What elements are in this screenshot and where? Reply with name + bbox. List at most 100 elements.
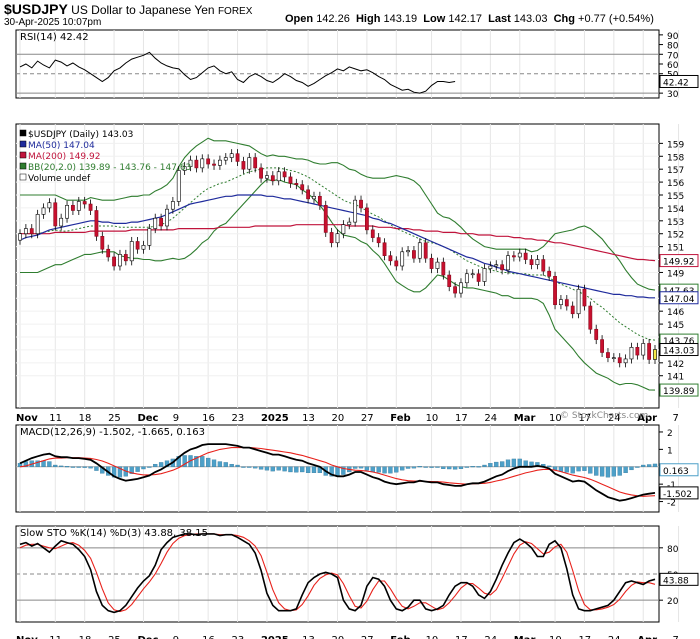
macd-histogram-bar xyxy=(364,466,370,471)
price-x-tick-label: 27 xyxy=(361,413,374,424)
candle-body xyxy=(370,229,375,238)
sto-x-tick-label: 24 xyxy=(608,635,621,639)
sto-x-tick-label: 10 xyxy=(549,635,562,639)
price-x-tick-label: 17 xyxy=(578,413,591,424)
candle-body xyxy=(88,203,93,211)
bb-lower-last-label: 139.89 xyxy=(663,387,695,397)
candle-body xyxy=(194,159,199,169)
macd-histogram-bar xyxy=(488,463,493,467)
last-value: 143.03 xyxy=(513,13,548,25)
macd-histogram-bar xyxy=(194,456,199,467)
candle-body xyxy=(35,214,40,235)
candle-body xyxy=(564,299,569,307)
candle-body xyxy=(506,255,510,271)
candle-body xyxy=(135,241,140,250)
sto-title: Slow STO %K(14) %D(3) 43.88, 38.15 xyxy=(20,528,208,539)
candle-body xyxy=(188,159,193,167)
sto-x-tick-label: 23 xyxy=(232,635,245,639)
rsi-axis-tick-label: 60 xyxy=(667,61,679,71)
sto-x-tick-label: 17 xyxy=(578,635,591,639)
sto-x-tick-label: 20 xyxy=(332,635,345,639)
candle-body xyxy=(170,201,175,210)
macd-histogram-bar xyxy=(617,466,622,476)
candle-body xyxy=(65,205,69,219)
candle-body xyxy=(623,358,628,364)
macd-histogram-bar xyxy=(94,466,99,471)
macd-last-label-box xyxy=(659,486,699,500)
ma200-last-label: 149.92 xyxy=(663,258,695,268)
macd-histogram-bar xyxy=(223,462,228,467)
bb-legend: BB(20,2.0) 139.89 - 143.76 - 147.63 xyxy=(28,163,191,173)
price-axis-tick-label: 158 xyxy=(667,153,684,163)
candle-body xyxy=(94,210,99,237)
macd-histogram-bar xyxy=(253,466,258,469)
candle-body xyxy=(141,245,146,250)
price-x-tick-label: Apr xyxy=(637,413,657,424)
price-x-tick-label: 23 xyxy=(232,413,245,424)
high-label: High xyxy=(355,13,381,25)
macd-histogram-bar xyxy=(288,466,293,473)
price-x-tick-label: Feb xyxy=(390,413,410,424)
candle-body xyxy=(629,347,634,360)
ma200-legend-swatch xyxy=(19,151,27,159)
candle-body xyxy=(112,256,116,267)
candle-body xyxy=(306,189,311,200)
ma50-legend-swatch xyxy=(19,140,27,148)
sto-x-tick-label: 13 xyxy=(302,635,315,639)
sto-d-line xyxy=(19,533,656,613)
macd-histogram-bar xyxy=(217,461,223,467)
candle-body xyxy=(376,237,381,244)
candle-body xyxy=(559,299,563,306)
candle-body xyxy=(347,221,352,225)
candle-body xyxy=(553,276,557,306)
rsi-last-label-box xyxy=(659,74,699,88)
price-axis-tick-label: 156 xyxy=(667,179,684,189)
price-axis-tick-label: 145 xyxy=(667,321,684,331)
bb-upper-line xyxy=(20,137,656,291)
sto-k-last-label-box xyxy=(659,572,699,586)
candle-body xyxy=(200,158,205,169)
rsi-axis-tick-label: 30 xyxy=(667,90,679,100)
candle-body xyxy=(218,159,222,166)
macd-histogram-bar xyxy=(117,466,123,478)
price-axis-tick-label: 152 xyxy=(667,231,684,241)
candle-body xyxy=(182,166,187,171)
candle-body xyxy=(153,217,158,229)
candle-body xyxy=(529,259,534,266)
macd-histogram-bar xyxy=(147,466,152,468)
macd-histogram-bar xyxy=(229,463,234,467)
macd-histogram-bar xyxy=(258,466,264,470)
candle-body xyxy=(600,339,604,353)
candle-body xyxy=(470,273,475,276)
price-x-tick-label: 20 xyxy=(332,413,345,424)
candle-body xyxy=(441,261,446,276)
candle-body xyxy=(588,305,593,330)
candle-body xyxy=(165,208,169,227)
bb-lower-last-label-box xyxy=(659,383,699,397)
macd-histogram-bar xyxy=(511,458,517,467)
macd-histogram-bar xyxy=(441,466,446,469)
candle-body xyxy=(29,228,34,235)
macd-histogram-bar xyxy=(282,466,287,472)
macd-histogram-bar xyxy=(499,461,505,467)
symbol-title: $USDJPY US Dollar to Japanese Yen FOREX xyxy=(4,1,252,17)
macd-histogram-bar xyxy=(376,466,381,473)
candle-body xyxy=(123,254,128,262)
rsi-last-label: 42.42 xyxy=(663,78,689,88)
macd-histogram-bar xyxy=(88,466,93,469)
candle-body xyxy=(276,171,281,182)
candle-body xyxy=(176,170,181,202)
sto-k-line xyxy=(19,533,656,614)
sto-x-tick-label: 27 xyxy=(361,635,374,639)
macd-histogram-bar xyxy=(329,466,334,477)
sto-x-tick-label: 17 xyxy=(455,635,468,639)
candle-body xyxy=(335,233,340,244)
candle-body xyxy=(611,357,616,359)
candle-body xyxy=(400,251,405,267)
candle-body xyxy=(229,153,234,158)
sto-x-tick-label: 11 xyxy=(49,635,62,639)
candle-body xyxy=(294,183,299,185)
macd-histogram-bar xyxy=(452,466,458,470)
macd-histogram-bar xyxy=(358,466,364,469)
macd-histogram-bar xyxy=(417,466,422,468)
